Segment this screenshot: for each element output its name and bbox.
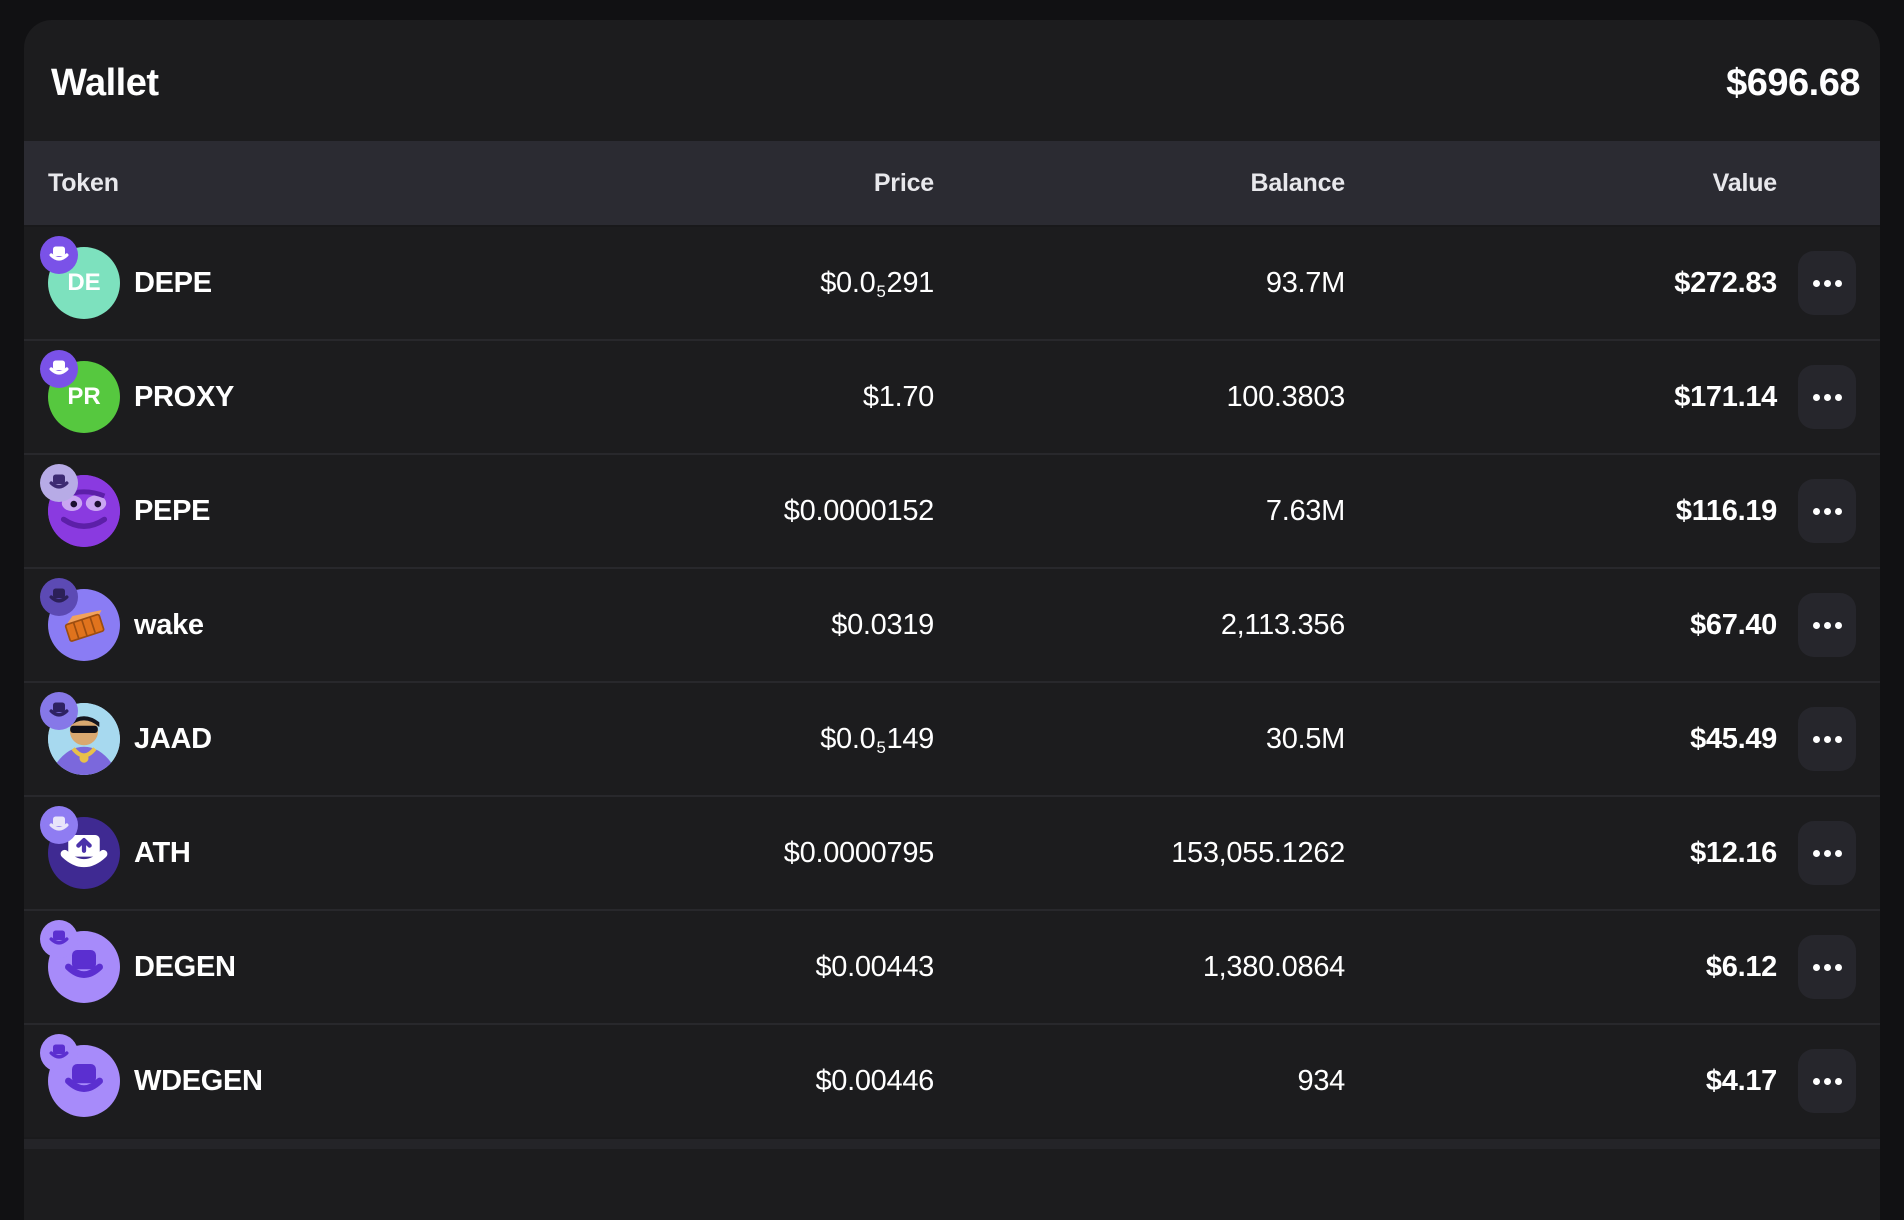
token-logo (48, 589, 120, 661)
token-row-wake[interactable]: wake $0.0319 2,113.356 $67.40 (24, 567, 1880, 681)
token-row-depe[interactable]: DE DEPE $0.05291 93.7M $272.83 (24, 225, 1880, 339)
ellipsis-icon (1812, 963, 1820, 971)
token-name: PEPE (134, 494, 211, 527)
token-price: $0.00446 (815, 1064, 934, 1097)
token-balance: 1,380.0864 (1202, 950, 1345, 983)
degen-hat-badge-icon (40, 1034, 78, 1072)
wallet-header: Wallet $696.68 (24, 20, 1880, 141)
token-name: WDEGEN (134, 1064, 263, 1097)
table-header-row: Token Price Balance Value (24, 141, 1880, 225)
token-value: $272.83 (1674, 266, 1777, 299)
token-row-wdegen[interactable]: WDEGEN $0.00446 934 $4.17 (24, 1023, 1880, 1137)
token-value: $45.49 (1690, 722, 1777, 755)
degen-hat-badge-icon (40, 578, 78, 616)
token-row-jaad[interactable]: JAAD $0.05149 30.5M $45.49 (24, 681, 1880, 795)
more-options-button[interactable] (1798, 479, 1856, 543)
token-price: $1.70 (862, 380, 934, 413)
ellipsis-icon (1812, 393, 1820, 401)
page-title: Wallet (51, 62, 159, 104)
token-value: $4.17 (1705, 1064, 1777, 1097)
token-name: JAAD (134, 722, 212, 755)
more-options-button[interactable] (1798, 593, 1856, 657)
token-price: $0.00443 (815, 950, 934, 983)
column-header-balance: Balance (1250, 168, 1346, 197)
ellipsis-icon (1812, 849, 1820, 857)
ellipsis-icon (1812, 279, 1820, 287)
more-options-button[interactable] (1798, 251, 1856, 315)
token-row-ath[interactable]: ATH $0.0000795 153,055.1262 $12.16 (24, 795, 1880, 909)
degen-hat-badge-icon (40, 464, 78, 502)
token-balance: 153,055.1262 (1171, 836, 1345, 869)
token-list: DE DEPE $0.05291 93.7M $272.83 PR PROXY … (24, 225, 1880, 1137)
token-name: DEGEN (134, 950, 236, 983)
token-balance: 7.63M (1265, 494, 1345, 527)
more-options-button[interactable] (1798, 1049, 1856, 1113)
token-value: $12.16 (1690, 836, 1777, 869)
degen-hat-badge-icon (40, 806, 78, 844)
token-name: PROXY (134, 380, 235, 413)
token-balance: 2,113.356 (1220, 608, 1345, 641)
token-name: DEPE (134, 266, 212, 299)
more-options-button[interactable] (1798, 935, 1856, 999)
ellipsis-icon (1812, 507, 1820, 515)
column-header-price: Price (873, 168, 934, 197)
token-name: ATH (134, 836, 191, 869)
token-icon: PR (40, 350, 120, 433)
more-options-button[interactable] (1798, 707, 1856, 771)
token-row-degen[interactable]: DEGEN $0.00443 1,380.0864 $6.12 (24, 909, 1880, 1023)
token-price: $0.05149 (820, 722, 934, 757)
token-price: $0.0000152 (783, 494, 935, 527)
column-header-value: Value (1712, 168, 1778, 197)
token-logo: DE (48, 247, 120, 319)
token-value: $171.14 (1674, 380, 1777, 413)
token-icon (40, 806, 120, 889)
ellipsis-icon (1812, 1077, 1820, 1085)
token-icon (40, 920, 120, 1003)
token-value: $116.19 (1675, 494, 1777, 527)
token-icon (40, 692, 120, 775)
token-price: $0.05291 (820, 266, 934, 301)
token-icon: DE (40, 236, 120, 319)
token-price: $0.0000795 (783, 836, 935, 869)
wallet-total-value: $696.68 (1726, 62, 1860, 104)
more-options-button[interactable] (1798, 365, 1856, 429)
next-row-peek (24, 1137, 1880, 1149)
more-options-button[interactable] (1798, 821, 1856, 885)
token-balance: 100.3803 (1226, 380, 1345, 413)
token-balance: 30.5M (1265, 722, 1345, 755)
token-row-pepe[interactable]: PEPE $0.0000152 7.63M $116.19 (24, 453, 1880, 567)
column-header-token: Token (48, 168, 119, 197)
token-row-proxy[interactable]: PR PROXY $1.70 100.3803 $171.14 (24, 339, 1880, 453)
token-balance: 934 (1297, 1064, 1346, 1097)
token-icon (40, 1034, 120, 1117)
degen-hat-badge-icon (40, 236, 78, 274)
wallet-card: Wallet $696.68 Token Price Balance Value… (24, 20, 1880, 1220)
token-price: $0.0319 (831, 608, 934, 641)
ellipsis-icon (1812, 735, 1820, 743)
token-value: $6.12 (1705, 950, 1777, 983)
token-value: $67.40 (1690, 608, 1777, 641)
degen-hat-badge-icon (40, 920, 78, 958)
degen-hat-badge-icon (40, 350, 78, 388)
token-logo (48, 475, 120, 547)
ellipsis-icon (1812, 621, 1820, 629)
token-name: wake (134, 608, 204, 641)
token-icon (40, 464, 120, 547)
token-balance: 93.7M (1265, 266, 1345, 299)
token-icon (40, 578, 120, 661)
degen-hat-badge-icon (40, 692, 78, 730)
